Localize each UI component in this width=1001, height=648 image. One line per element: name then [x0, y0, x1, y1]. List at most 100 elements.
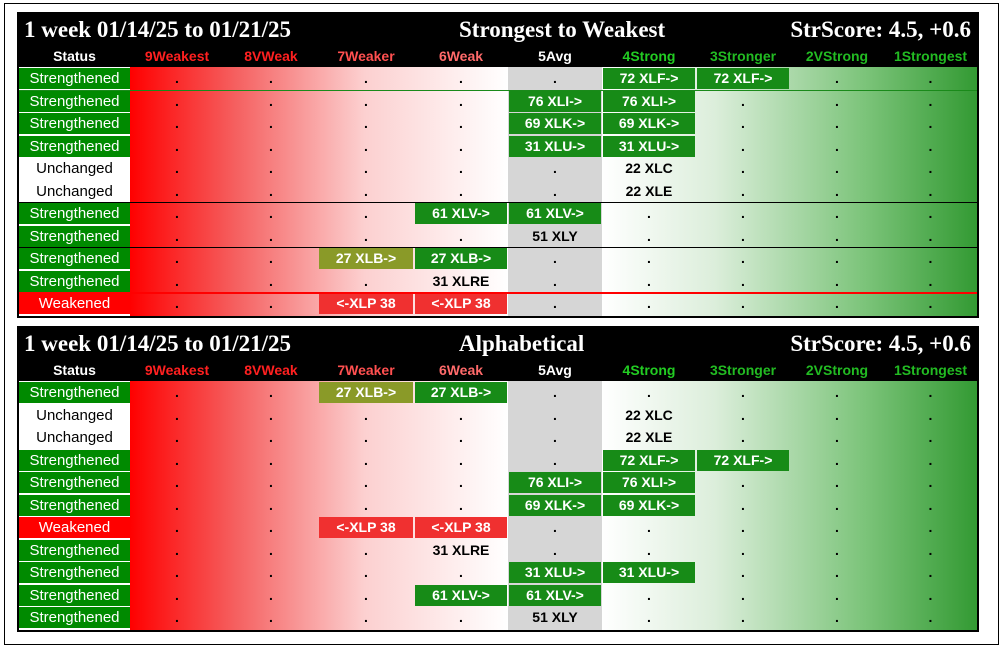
empty-cell-dot: . [175, 564, 179, 580]
empty-cell-dot: . [553, 429, 557, 445]
status-cell: Strengthened [19, 472, 130, 493]
sector-tag: 31 XLU-> [509, 562, 601, 583]
empty-cell-dot: . [647, 609, 651, 625]
empty-cell-dot: . [364, 138, 368, 154]
empty-cell-dot: . [269, 429, 273, 445]
empty-cell-dot: . [175, 228, 179, 244]
empty-cell-dot: . [364, 273, 368, 289]
empty-cell-dot: . [928, 564, 933, 580]
sort-order-title: Alphabetical [459, 331, 585, 356]
empty-cell-dot: . [553, 295, 557, 311]
empty-cell-dot: . [175, 542, 179, 558]
panel-title-bar: 1 week 01/14/25 to 01/21/25 Alphabetical… [19, 328, 977, 359]
empty-cell-dot: . [553, 273, 557, 289]
column-header-2vstrong: 2VStrong [805, 362, 869, 378]
empty-cell-dot: . [835, 93, 839, 109]
empty-cell-dot: . [741, 609, 745, 625]
empty-cell-dot: . [459, 115, 463, 131]
column-header-7weaker: 7Weaker [337, 362, 395, 378]
column-header-6weak: 6Weak [438, 48, 484, 64]
empty-cell-dot: . [175, 115, 179, 131]
empty-cell-dot: . [459, 452, 463, 468]
status-cell: Strengthened [19, 248, 130, 269]
empty-cell-dot: . [269, 93, 273, 109]
empty-cell-dot: . [269, 519, 273, 535]
empty-cell-dot: . [553, 70, 557, 86]
empty-cell-dot: . [269, 228, 273, 244]
status-cell: Unchanged [19, 427, 130, 448]
sector-tag: 31 XLU-> [603, 562, 695, 583]
empty-cell-dot: . [741, 115, 745, 131]
empty-cell-dot: . [647, 384, 651, 400]
group-divider [19, 90, 977, 91]
empty-cell-dot: . [647, 273, 651, 289]
empty-cell-dot: . [269, 407, 273, 423]
empty-cell-dot: . [928, 228, 933, 244]
empty-cell-dot: . [364, 93, 368, 109]
sector-tag: 51 XLY [532, 228, 578, 244]
empty-cell-dot: . [835, 564, 839, 580]
empty-cell-dot: . [835, 452, 839, 468]
empty-cell-dot: . [459, 93, 463, 109]
column-header-3stronger: 3Stronger [709, 48, 777, 64]
status-cell: Strengthened [19, 495, 130, 516]
column-header-6weak: 6Weak [438, 362, 484, 378]
column-header-5avg: 5Avg [538, 48, 572, 64]
empty-cell-dot: . [928, 407, 933, 423]
empty-cell-dot: . [364, 474, 368, 490]
period-title: 1 week 01/14/25 to 01/21/25 [24, 17, 292, 42]
empty-cell-dot: . [269, 587, 273, 603]
empty-cell-dot: . [928, 609, 933, 625]
empty-cell-dot: . [741, 474, 745, 490]
column-header-7weaker: 7Weaker [337, 48, 395, 64]
sector-tag: 51 XLY [532, 609, 578, 625]
empty-cell-dot: . [647, 519, 651, 535]
empty-cell-dot: . [175, 70, 179, 86]
empty-cell-dot: . [175, 273, 179, 289]
empty-cell-dot: . [553, 160, 557, 176]
column-header-1strongest: 1Strongest [893, 362, 968, 378]
status-cell: Strengthened [19, 450, 130, 471]
empty-cell-dot: . [741, 564, 745, 580]
empty-cell-dot: . [553, 183, 557, 199]
empty-cell-dot: . [835, 519, 839, 535]
empty-cell-dot: . [175, 474, 179, 490]
empty-cell-dot: . [269, 564, 273, 580]
panel-title-bar: 1 week 01/14/25 to 01/21/25 Strongest to… [19, 14, 977, 45]
empty-cell-dot: . [459, 160, 463, 176]
empty-cell-dot: . [364, 609, 368, 625]
empty-cell-dot: . [741, 160, 745, 176]
column-header-5avg: 5Avg [538, 362, 572, 378]
empty-cell-dot: . [741, 93, 745, 109]
empty-cell-dot: . [741, 295, 745, 311]
column-header-row: Status 9Weakest 8VWeak 7Weaker 6Weak 5Avg 4Str… [19, 359, 977, 381]
empty-cell-dot: . [928, 587, 933, 603]
empty-cell-dot: . [175, 160, 179, 176]
column-header-status: Status [53, 362, 96, 378]
empty-cell-dot: . [835, 115, 839, 131]
empty-cell-dot: . [175, 183, 179, 199]
empty-cell-dot: . [741, 519, 745, 535]
sector-tag: <-XLP 38 [415, 293, 507, 314]
empty-cell-dot: . [835, 273, 839, 289]
status-cell: Unchanged [19, 158, 130, 179]
panel-alphabetical: 1 week 01/14/25 to 01/21/25 Alphabetical… [17, 326, 979, 632]
empty-cell-dot: . [269, 497, 273, 513]
empty-cell-dot: . [364, 160, 368, 176]
sector-tag: 72 XLF-> [603, 450, 695, 471]
empty-cell-dot: . [269, 452, 273, 468]
sector-tag: 27 XLB-> [319, 248, 413, 269]
empty-cell-dot: . [835, 429, 839, 445]
empty-cell-dot: . [835, 228, 839, 244]
empty-cell-dot: . [928, 160, 933, 176]
sector-tag: 61 XLV-> [415, 203, 507, 224]
empty-cell-dot: . [928, 429, 933, 445]
empty-cell-dot: . [647, 587, 651, 603]
empty-cell-dot: . [364, 564, 368, 580]
empty-cell-dot: . [928, 384, 933, 400]
empty-cell-dot: . [553, 452, 557, 468]
status-cell: Strengthened [19, 91, 130, 112]
empty-cell-dot: . [553, 519, 557, 535]
strength-grid: Strengthened.. 27 XLB-> 27 XLB->..... Uncha… [19, 381, 977, 630]
empty-cell-dot: . [835, 587, 839, 603]
